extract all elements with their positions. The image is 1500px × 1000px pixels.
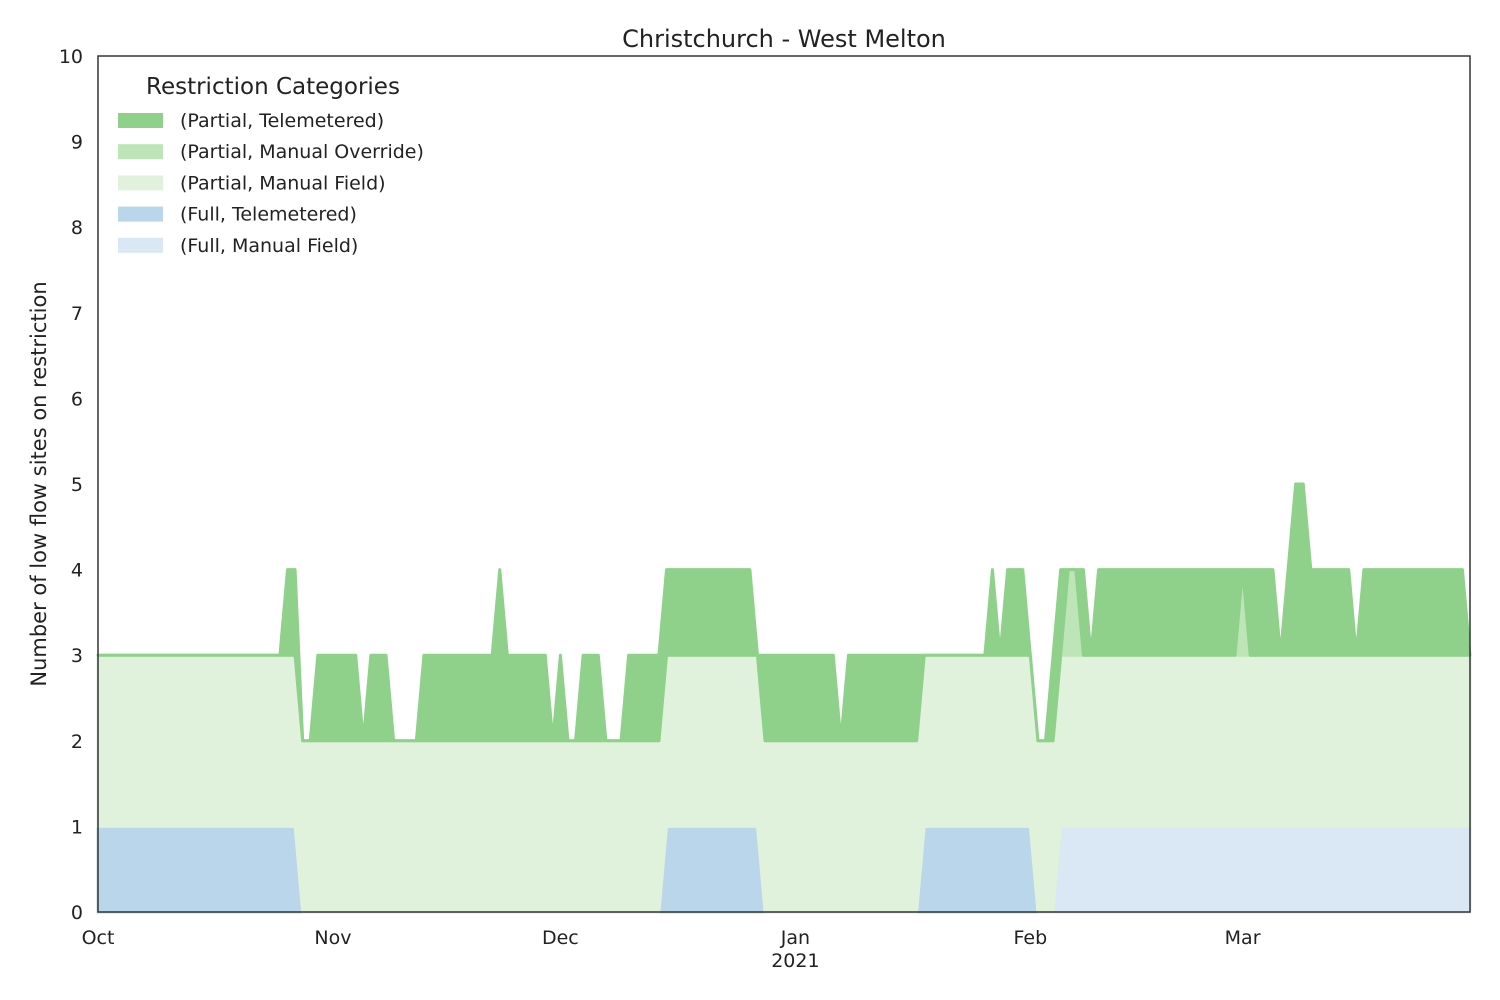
x-tick-label: Feb [1014, 927, 1048, 949]
y-tick-label: 1 [71, 816, 83, 838]
legend-swatch [118, 113, 163, 128]
y-tick-label: 2 [71, 731, 83, 753]
area-series-group [96, 482, 1472, 914]
legend: Restriction Categories (Partial, Telemet… [118, 74, 424, 257]
x-tick-label: Jan [780, 927, 810, 949]
y-tick-label: 7 [71, 303, 83, 325]
y-tick-label: 6 [71, 388, 83, 410]
y-tick-label: 0 [71, 902, 83, 924]
chart-title: Christchurch - West Melton [622, 25, 946, 53]
y-tick-label: 9 [71, 132, 83, 154]
x-tick-label: Mar [1225, 927, 1261, 949]
legend-label: (Partial, Telemetered) [180, 110, 384, 132]
legend-swatch [118, 144, 163, 160]
y-tick-label: 4 [71, 560, 83, 582]
plot-frame [97, 55, 1471, 913]
legend-label: (Partial, Manual Override) [180, 141, 424, 163]
legend-title: Restriction Categories [146, 74, 400, 100]
y-tick-label: 10 [59, 46, 83, 68]
x-tick-label: Nov [314, 927, 351, 949]
x-tick-sublabel: 2021 [771, 950, 819, 972]
y-tick-label: 5 [71, 474, 83, 496]
y-axis: 0 1 2 3 4 5 6 7 8 9 10 [59, 46, 83, 924]
legend-swatch [118, 175, 163, 191]
y-tick-label: 8 [71, 217, 83, 239]
legend-label: (Full, Telemetered) [180, 204, 357, 226]
legend-label: (Full, Manual Field) [180, 235, 358, 257]
legend-label: (Partial, Manual Field) [180, 172, 386, 194]
y-axis-label: Number of low flow sites on restriction [27, 281, 51, 686]
x-tick-label: Oct [82, 927, 115, 949]
legend-swatch [118, 206, 163, 222]
y-tick-label: 3 [71, 645, 83, 667]
x-tick-label: Dec [542, 927, 579, 949]
legend-swatch [118, 237, 163, 253]
